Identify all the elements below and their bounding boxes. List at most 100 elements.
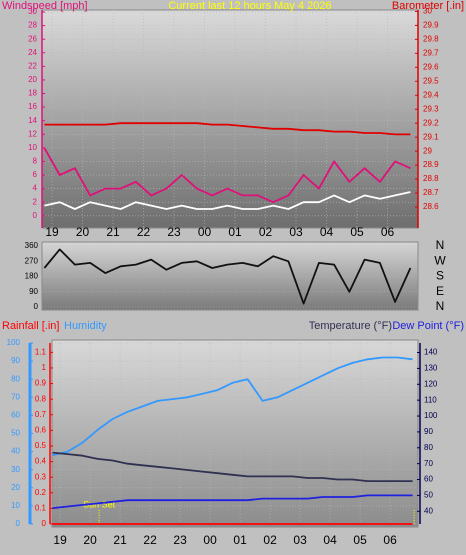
y-tick-label: 6	[33, 170, 38, 179]
x-tick-label: 06	[381, 225, 395, 239]
event-label: Sun Set	[83, 499, 116, 509]
y-tick-label: 20	[28, 75, 37, 84]
y2-tick-label: 110	[424, 395, 437, 404]
y-tick-label: 90	[29, 287, 38, 296]
y-tick-label: 30	[28, 7, 37, 16]
x-tick-label: 05	[350, 225, 364, 239]
y-tick-label: 26	[28, 34, 37, 43]
y-tick-label: 20	[11, 483, 20, 492]
y-tick-label: 100	[7, 338, 21, 347]
y3-tick-label: 1	[42, 363, 47, 372]
y2-tick-label: 29.2	[423, 118, 439, 127]
x-tick-label: 03	[289, 225, 303, 239]
y-tick-label: 16	[28, 102, 37, 111]
y3-tick-label: 0.8	[35, 394, 47, 403]
y-tick-label: 90	[11, 356, 20, 365]
y-tick-label: 0	[33, 211, 38, 220]
chart-title: Current last 12 hours May 4 2026	[168, 0, 331, 12]
y2-tick-label: 80	[424, 443, 433, 452]
y3-tick-label: 0.9	[35, 379, 47, 388]
x-tick-label: 19	[45, 225, 59, 239]
y2-tick-label: N	[436, 238, 445, 252]
y2-tick-label: 29.6	[423, 62, 439, 71]
y-tick-label: 8	[33, 157, 38, 166]
plot-area	[41, 241, 419, 311]
y3-tick-label: 0.2	[35, 488, 47, 497]
y-tick-label: 12	[28, 129, 37, 138]
y-tick-label: 0	[16, 519, 21, 528]
series-line	[52, 494, 413, 509]
y2-tick-label: W	[434, 253, 446, 267]
series-line	[44, 122, 411, 136]
y2-tick-label: 100	[424, 411, 438, 420]
x-tick-label: 01	[228, 225, 242, 239]
y-tick-label: 270	[25, 256, 39, 265]
y3-tick-label: 0.6	[35, 425, 47, 434]
y2-tick-label: 29.4	[423, 90, 439, 99]
y3-tick-label: 0.5	[35, 441, 47, 450]
legend-label: Humidity	[64, 320, 107, 332]
x-tick-label: 20	[83, 533, 97, 547]
x-tick-label: 06	[383, 533, 397, 547]
y-tick-label: 30	[11, 465, 20, 474]
y2-tick-label: 28.8	[423, 174, 439, 183]
y2-tick-label: S	[436, 269, 444, 283]
x-tick-label: 04	[323, 533, 337, 547]
y2-tick-label: 29.7	[423, 48, 439, 57]
x-tick-label: 02	[263, 533, 277, 547]
y2-tick-label: 140	[424, 348, 438, 357]
y2-tick-label: 29.5	[423, 76, 439, 85]
legend-label: Rainfall [.in]	[2, 320, 59, 332]
y2-tick-label: 28.7	[423, 188, 439, 197]
x-tick-label: 01	[233, 533, 247, 547]
y2-tick-label: 130	[424, 364, 438, 373]
y2-tick-label: 70	[424, 459, 433, 468]
y2-tick-label: 90	[424, 427, 433, 436]
x-tick-label: 20	[76, 225, 90, 239]
x-tick-label: 23	[167, 225, 181, 239]
y3-tick-label: 0.4	[35, 457, 47, 466]
y-tick-label: 60	[11, 411, 20, 420]
y-tick-label: 14	[28, 116, 37, 125]
y-tick-label: 24	[28, 48, 37, 57]
y2-tick-label: 29.3	[423, 104, 439, 113]
series-line	[52, 356, 413, 457]
x-tick-label: 22	[143, 533, 157, 547]
x-tick-label: 05	[353, 533, 367, 547]
y-tick-label: 22	[28, 61, 37, 70]
y2-tick-label: E	[436, 284, 444, 298]
x-tick-label: 03	[293, 533, 307, 547]
y2-tick-label: 29.8	[423, 34, 439, 43]
y-tick-label: 18	[28, 89, 37, 98]
y-tick-label: 0	[34, 302, 39, 311]
y3-tick-label: 0.3	[35, 472, 47, 481]
y3-tick-label: 0	[42, 519, 47, 528]
y-tick-label: 50	[11, 429, 20, 438]
y3-tick-label: 0.1	[35, 504, 47, 513]
x-tick-label: 21	[106, 225, 120, 239]
y-tick-label: 10	[28, 143, 37, 152]
series-line	[44, 191, 411, 210]
y-tick-label: 70	[11, 392, 20, 401]
y2-tick-label: 29.1	[423, 132, 439, 141]
y-tick-label: 10	[11, 501, 20, 510]
x-tick-label: 00	[203, 533, 217, 547]
y2-tick-label: 28.6	[423, 202, 439, 211]
x-tick-label: 04	[320, 225, 334, 239]
series-line	[52, 451, 413, 482]
y2-tick-label: 28.9	[423, 160, 439, 169]
legend-label: Temperature (°F)	[309, 320, 392, 332]
legend-label: Dew Point (°F)	[392, 320, 464, 332]
y2-tick-label: 29	[423, 146, 432, 155]
y-axis-title: Windspeed [mph]	[2, 0, 88, 12]
y-tick-label: 2	[33, 197, 38, 206]
y-tick-label: 360	[25, 241, 39, 250]
y-tick-label: 80	[11, 374, 20, 383]
y2-tick-label: 60	[424, 475, 433, 484]
series-line	[43, 147, 411, 204]
y2-tick-label: 30	[423, 7, 432, 16]
x-tick-label: 21	[113, 533, 127, 547]
x-tick-label: 02	[259, 225, 273, 239]
y2-tick-label: 120	[424, 379, 438, 388]
